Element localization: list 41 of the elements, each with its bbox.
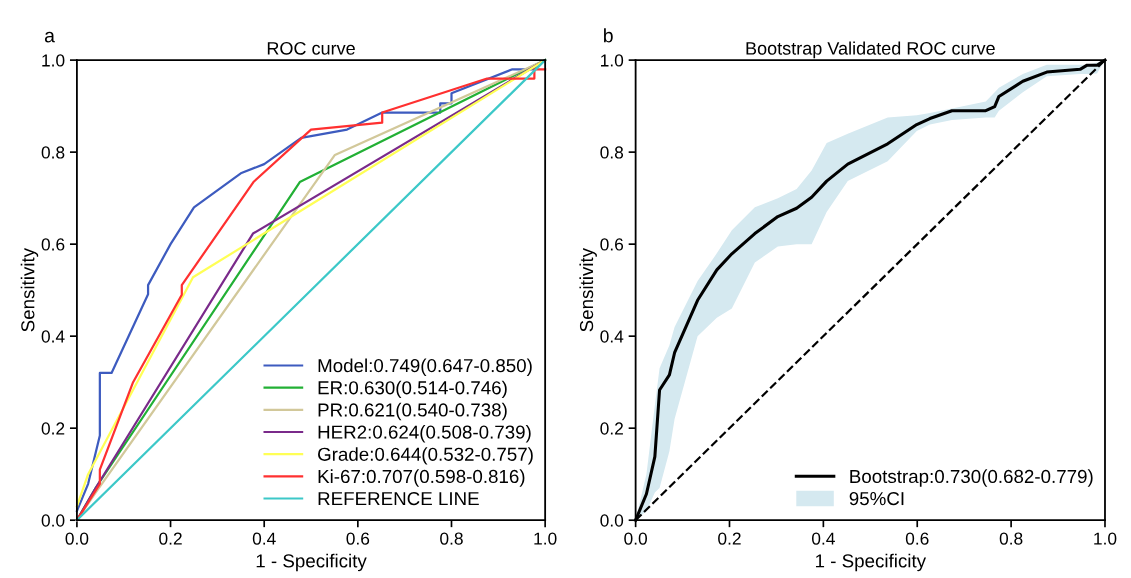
y-tick-label: 0.6 xyxy=(41,238,65,251)
x-tick-label: 0.2 xyxy=(159,532,182,545)
x-tick-label: 0.8 xyxy=(440,532,463,545)
legend-label: Model:0.749(0.647-0.850) xyxy=(318,358,532,376)
text: a xyxy=(44,31,55,43)
x-tick-label: 0.4 xyxy=(252,532,276,545)
x-tick-label: 0.8 xyxy=(999,532,1023,545)
y-axis-title: Sensitivity xyxy=(20,247,39,332)
legend-label: Ki-67:0.707(0.598-0.816) xyxy=(318,469,525,487)
x-tick-label: 0.0 xyxy=(65,532,89,545)
x-tick-label: 0.2 xyxy=(718,532,741,545)
y-tick-label: 1.0 xyxy=(601,54,624,67)
legend-label: Bootstrap:0.730(0.682-0.779) xyxy=(850,469,1093,487)
x-tick-label: 0.0 xyxy=(624,532,648,545)
annotation: 95%CI xyxy=(849,491,904,506)
y-axis-title: Sensitivity xyxy=(579,247,597,332)
x-tick-label: 0.6 xyxy=(346,532,370,545)
x-axis-title: 1 - Specificity xyxy=(815,553,927,572)
x-tick-label: 0.6 xyxy=(905,532,929,545)
y-tick-label: 0.0 xyxy=(41,514,65,527)
legend-label: REFERENCE LINE xyxy=(318,491,479,506)
y-tick-label: 1.0 xyxy=(42,54,65,67)
y-tick-label: 0.8 xyxy=(41,146,65,159)
y-tick-label: 0.4 xyxy=(41,330,65,343)
chart-title: ROC curve xyxy=(267,41,355,55)
y-tick-label: 0.2 xyxy=(600,422,623,435)
legend-label: ER:0.630(0.514-0.746) xyxy=(318,380,507,399)
legend-label: Grade:0.644(0.532-0.757) xyxy=(318,447,533,465)
y-tick-label: 0.4 xyxy=(600,330,624,343)
x-axis-title: 1 - Specificity xyxy=(256,553,367,572)
y-tick-label: 0.0 xyxy=(600,514,624,527)
y-tick-label: 0.8 xyxy=(600,146,624,159)
chart-title: Bootstrap Validated ROC curve xyxy=(746,41,995,59)
text: b xyxy=(604,28,613,43)
x-tick-label: 1.0 xyxy=(534,532,557,545)
y-tick-label: 0.6 xyxy=(600,238,624,251)
legend-label: PR:0.621(0.540-0.738) xyxy=(318,402,507,421)
y-tick-label: 0.2 xyxy=(41,422,65,435)
legend-label: HER2:0.624(0.508-0.739) xyxy=(318,424,531,443)
x-tick-label: 0.4 xyxy=(811,532,835,545)
x-tick-label: 1.0 xyxy=(1094,532,1117,545)
